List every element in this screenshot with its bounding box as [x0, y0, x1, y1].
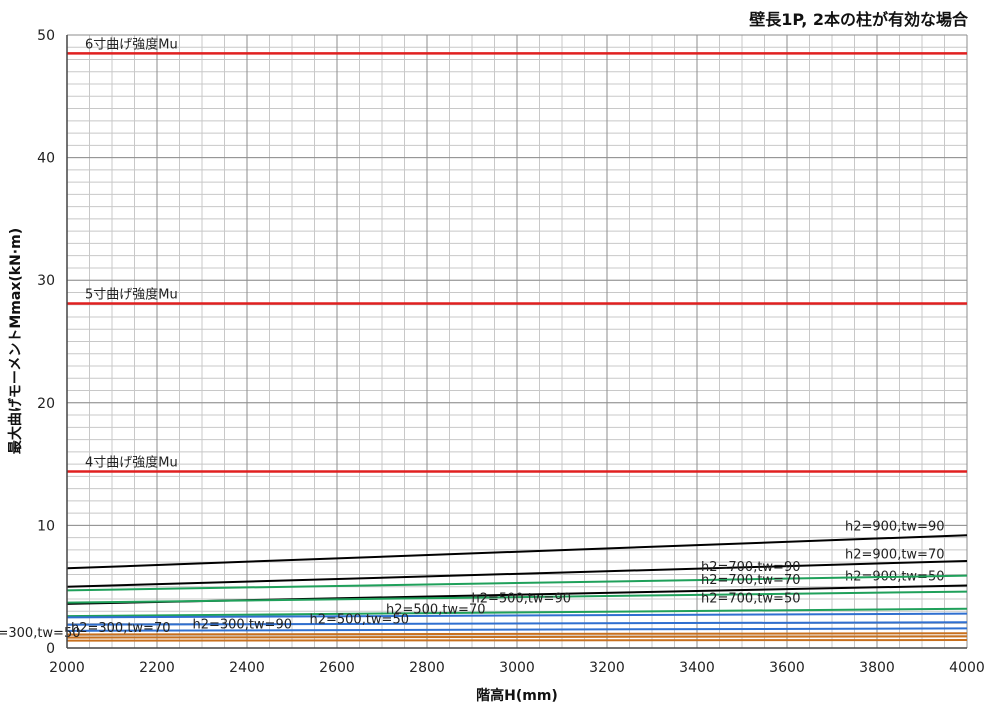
reference-lines: 6寸曲げ強度Mu 5寸曲げ強度Mu 4寸曲げ強度Mu [67, 36, 967, 473]
y-tick-label: 0 [46, 641, 55, 657]
series-line [66, 574, 968, 592]
x-tick-label: 3200 [589, 660, 625, 676]
x-tick-label: 2600 [319, 660, 355, 676]
x-tick-label: 2400 [229, 660, 265, 676]
series-line [66, 607, 968, 618]
x-tick-label: 2200 [139, 660, 175, 676]
series-label: h2=700,tw=50 [701, 592, 801, 607]
x-tick-label: 2800 [409, 660, 445, 676]
series-line [66, 612, 968, 619]
reference-line-label: 6寸曲げ強度Mu [85, 36, 178, 52]
series-line [66, 627, 968, 632]
axes: 2000 2200 2400 2600 2800 3000 3200 3400 3600 3800… [37, 28, 985, 676]
series-line [66, 559, 968, 588]
chart-title: 壁長1P, 2本の柱が有効な場合 [749, 10, 969, 29]
series-label: h2=500,tw=50 [309, 612, 409, 627]
reference-line-label: 4寸曲げ強度Mu [85, 454, 178, 470]
series-line [66, 639, 968, 642]
grid [66, 34, 968, 649]
y-tick-label: 50 [37, 28, 55, 44]
series-line [66, 635, 968, 639]
series-lines: h2=900,tw=90h2=900,tw=70h2=900,tw=50h2=7… [0, 519, 968, 642]
x-tick-label: 4000 [949, 660, 985, 676]
x-tick-label: 3400 [679, 660, 715, 676]
x-axis-label: 階高H(mm) [476, 687, 558, 704]
series-label: h2=700,tw=90 [701, 560, 801, 575]
y-tick-label: 30 [37, 273, 55, 289]
reference-line-label: 5寸曲げ強度Mu [85, 286, 178, 302]
y-tick-label: 10 [37, 518, 55, 534]
series-line [66, 632, 968, 636]
series-label: h2=900,tw=90 [845, 519, 945, 534]
y-axis-label: 最大曲げモーメントMmax(kN·m) [7, 228, 24, 454]
x-tick-label: 3600 [769, 660, 805, 676]
series-label: h2=500,tw=70 [386, 603, 486, 618]
x-tick-label: 3800 [859, 660, 895, 676]
series-label: h2=500,tw=90 [471, 592, 571, 607]
series-label: h2=700,tw=70 [701, 573, 801, 588]
y-tick-label: 40 [37, 151, 55, 167]
series-label: h2=300,tw=90 [192, 617, 292, 632]
series-label: h2=900,tw=70 [845, 548, 945, 563]
series-line [66, 534, 968, 570]
x-tick-label: 3000 [499, 660, 535, 676]
series-line [66, 590, 968, 604]
series-label: h2=300,tw=70 [71, 621, 171, 636]
y-tick-label: 20 [37, 396, 55, 412]
x-tick-label: 2000 [49, 660, 85, 676]
series-label: h2=300,tw=50 [0, 626, 81, 641]
series-line [66, 621, 968, 626]
